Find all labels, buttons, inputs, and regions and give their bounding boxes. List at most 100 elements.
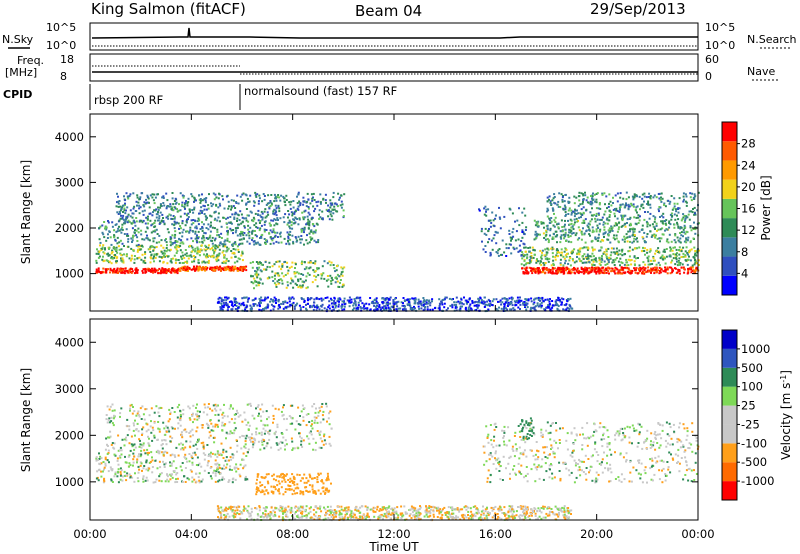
scatter-cell: [232, 454, 235, 457]
scatter-cell: [302, 216, 305, 219]
scatter-cell: [230, 250, 233, 252]
scatter-cell: [547, 241, 550, 244]
scatter-cell: [550, 217, 553, 219]
scatter-cell: [641, 236, 644, 239]
scatter-cell: [211, 452, 214, 455]
scatter-cell: [404, 305, 406, 308]
scatter-cell: [375, 299, 377, 302]
scatter-cell: [179, 215, 182, 218]
scatter-cell: [321, 217, 324, 220]
scatter-cell: [598, 259, 601, 262]
scatter-cell: [549, 234, 551, 237]
scatter-cell: [590, 218, 593, 221]
scatter-cell: [222, 243, 225, 246]
scatter-cell: [242, 234, 245, 237]
scatter-cell: [647, 260, 650, 263]
scatter-cell: [191, 250, 194, 253]
scatter-cell: [175, 269, 178, 272]
scatter-cell: [523, 301, 526, 303]
scatter-cell: [635, 223, 638, 226]
scatter-cell: [548, 300, 551, 303]
scatter-cell: [665, 240, 668, 243]
scatter-cell: [557, 266, 560, 269]
scatter-cell: [683, 231, 686, 234]
scatter-cell: [695, 262, 698, 265]
scatter-cell: [564, 208, 567, 211]
scatter-cell: [253, 304, 256, 307]
scatter-cell: [560, 270, 563, 273]
station-title: King Salmon (fitACF): [91, 0, 246, 18]
scatter-cell: [308, 220, 311, 223]
scatter-cell: [129, 209, 132, 212]
scatter-cell: [569, 218, 572, 221]
scatter-cell: [599, 269, 602, 272]
scatter-cell: [179, 192, 182, 195]
scatter-cell: [203, 248, 206, 251]
scatter-cell: [173, 216, 176, 219]
scatter-cell: [296, 302, 299, 305]
scatter-cell: [287, 221, 290, 224]
scatter-cell: [303, 261, 306, 264]
scatter-cell: [574, 212, 577, 215]
scatter-cell: [577, 204, 580, 207]
scatter-cell: [134, 268, 137, 271]
scatter-cell: [134, 229, 136, 231]
scatter-cell: [680, 266, 683, 269]
scatter-cell: [441, 301, 443, 304]
scatter-cell: [102, 255, 104, 258]
power-colorbar-label: Power [dB]: [759, 175, 773, 240]
scatter-cell: [102, 461, 105, 463]
scatter-cell: [511, 231, 514, 234]
scatter-cell: [605, 253, 608, 256]
scatter-cell: [389, 296, 392, 299]
scatter-cell: [522, 302, 524, 305]
scatter-cell: [253, 287, 255, 290]
scatter-cell: [684, 254, 687, 257]
scatter-cell: [357, 304, 360, 307]
scatter-cell: [101, 231, 104, 234]
scatter-cell: [387, 302, 390, 305]
scatter-cell: [541, 296, 544, 299]
scatter-cell: [164, 462, 167, 465]
scatter-cell: [249, 194, 252, 197]
scatter-cell: [181, 204, 184, 207]
scatter-cell: [120, 248, 123, 251]
scatter-cell: [115, 223, 118, 226]
scatter-cell: [197, 223, 200, 226]
scatter-cell: [200, 248, 202, 251]
scatter-cell: [219, 306, 222, 309]
scatter-cell: [255, 284, 258, 287]
scatter-cell: [536, 234, 539, 237]
scatter-cell: [223, 464, 225, 467]
scatter-cell: [310, 230, 313, 233]
scatter-cell: [233, 466, 236, 469]
scatter-cell: [151, 193, 154, 196]
scatter-cell: [443, 302, 446, 305]
scatter-cell: [172, 203, 175, 206]
scatter-cell: [634, 238, 637, 241]
scatter-cell: [651, 268, 654, 271]
scatter-cell: [659, 270, 661, 272]
noise-tick-bottom-right: 10^0: [705, 39, 735, 52]
scatter-cell: [660, 220, 663, 223]
scatter-cell: [546, 238, 549, 240]
scatter-cell: [177, 209, 180, 212]
scatter-cell: [625, 202, 627, 205]
scatter-cell: [108, 461, 110, 464]
nsky-label: N.Sky: [2, 33, 34, 46]
scatter-cell: [209, 455, 212, 458]
scatter-cell: [278, 196, 281, 199]
scatter-cell: [425, 299, 428, 302]
scatter-cell: [132, 458, 135, 461]
scatter-cell: [525, 266, 528, 269]
scatter-cell: [298, 284, 301, 287]
scatter-cell: [157, 193, 159, 196]
scatter-cell: [181, 481, 184, 483]
scatter-cell: [618, 269, 621, 272]
scatter-cell: [260, 236, 263, 239]
scatter-cell: [252, 200, 255, 203]
scatter-cell: [563, 204, 566, 207]
scatter-cell: [251, 238, 253, 241]
scatter-cell: [138, 198, 141, 201]
scatter-cell: [569, 257, 572, 259]
